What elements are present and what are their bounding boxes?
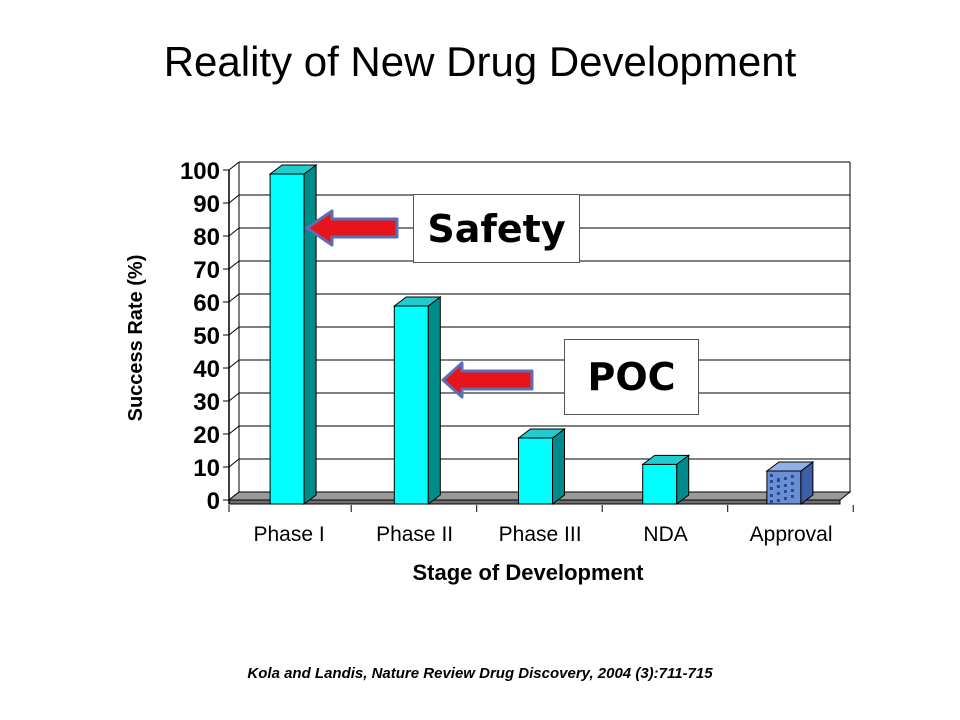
bar-texture: [783, 497, 787, 500]
grid-diagonal: [228, 359, 240, 369]
grid-diagonal: [228, 194, 240, 204]
grid-diagonal: [228, 293, 240, 303]
arrow-poc: [441, 361, 534, 399]
arrow-left-icon: [441, 361, 534, 399]
y-tick-label: 80: [193, 224, 220, 251]
bar-side: [427, 296, 441, 505]
bar-texture: [790, 489, 794, 492]
slide-title: Reality of New Drug Development: [163, 38, 797, 85]
bar-texture: [769, 474, 773, 477]
x-tick-label: Phase II: [376, 523, 453, 546]
bar-texture: [776, 492, 780, 495]
bar: [641, 454, 691, 505]
bar-face: [269, 173, 305, 505]
bar-face: [393, 305, 429, 505]
bar-texture: [776, 478, 780, 481]
bar: [392, 296, 442, 505]
y-tick-label: 0: [207, 488, 220, 515]
x-axis-title: Stage of Development: [412, 560, 644, 585]
bar-face: [518, 437, 553, 505]
bar-texture: [769, 487, 773, 490]
y-tick-label: 100: [180, 158, 220, 185]
bar-texture: [769, 494, 773, 497]
arrow-left-icon: [305, 209, 399, 247]
y-tick-labels: 0 10 20 30 40 50 60 70 80 90 100: [180, 158, 220, 515]
bar: [517, 428, 566, 505]
grid-diagonal: [228, 326, 240, 336]
grid-diagonal: [228, 392, 240, 402]
callout-safety: Safety: [413, 194, 580, 263]
grid-diagonal: [228, 161, 240, 171]
y-tick-label: 10: [193, 455, 220, 482]
bar-top: [517, 428, 566, 439]
bar-top: [641, 454, 691, 465]
bar: [268, 164, 318, 505]
x-tick-label: Phase I: [253, 523, 324, 546]
bar: [765, 461, 815, 505]
bar-side: [303, 164, 317, 505]
bar-texture: [776, 485, 780, 488]
bar-top: [268, 164, 318, 175]
y-tick-label: 60: [193, 290, 220, 317]
bar-top: [392, 296, 442, 307]
grid-diagonal: [228, 227, 240, 237]
y-tick-label: 40: [193, 356, 220, 383]
bar-texture: [790, 495, 794, 498]
y-tick-label: 30: [193, 389, 220, 416]
citation: Kola and Landis, Nature Review Drug Disc…: [247, 665, 713, 682]
callout-poc: POC: [564, 339, 699, 415]
bar-texture: [783, 477, 787, 480]
bar-texture: [783, 490, 787, 493]
y-tick-label: 70: [193, 257, 220, 284]
bar-texture: [783, 484, 787, 487]
bar-texture: [769, 480, 773, 483]
chart-bars: [268, 164, 815, 505]
x-tick-label: Phase III: [499, 523, 582, 546]
grid-diagonal: [228, 458, 240, 468]
arrow-safety: [305, 209, 399, 247]
bar-texture: [769, 500, 773, 503]
y-tick-label: 50: [193, 323, 220, 350]
bar-texture: [790, 482, 794, 485]
bar-texture: [776, 499, 780, 502]
x-tick-label: Approval: [750, 523, 833, 546]
bar-side: [552, 428, 565, 505]
y-tick-label: 90: [193, 191, 220, 218]
chart-axes: [223, 169, 854, 512]
x-tick-label: NDA: [643, 523, 687, 546]
grid-diagonal: [228, 425, 240, 435]
y-tick-label: 20: [193, 422, 220, 449]
bar-top: [765, 461, 815, 472]
x-tick-labels: Phase I Phase II Phase III NDA Approval: [253, 523, 832, 546]
bar-texture: [790, 475, 794, 478]
bar-face: [642, 463, 678, 505]
y-axis-title: Success Rate (%): [125, 255, 147, 422]
grid-diagonal: [228, 260, 240, 270]
